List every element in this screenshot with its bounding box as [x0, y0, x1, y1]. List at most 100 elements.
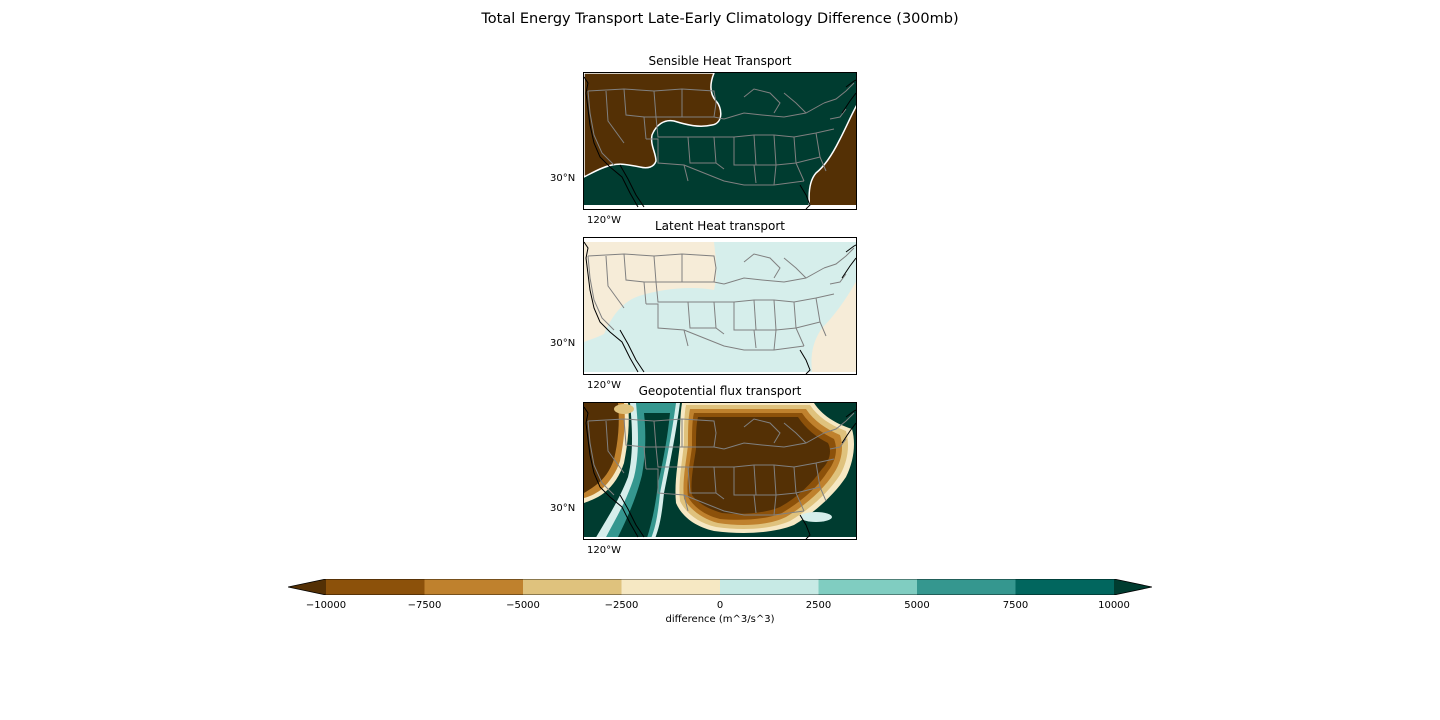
state-border-line: [587, 90, 615, 166]
state-borders: [584, 76, 856, 209]
coastline: [841, 422, 856, 444]
state-border-line: [713, 301, 717, 329]
coastline: [841, 92, 856, 114]
state-border-line: [823, 247, 855, 269]
state-border-line: [683, 329, 805, 351]
colorbar-tick-label: 10000: [1098, 600, 1130, 611]
state-border-line: [734, 156, 821, 166]
map-extent-gap: [584, 238, 856, 242]
colorbar-segment: [621, 579, 721, 595]
lat-tick-label: 30°N: [550, 338, 576, 349]
latent-heat-field: [584, 238, 856, 374]
state-border-line: [743, 88, 781, 114]
map-extent-gap: [584, 537, 856, 539]
panel-title-sensible-heat: Sensible Heat Transport: [648, 54, 792, 68]
coastline: [799, 184, 811, 209]
state-border-line: [723, 102, 825, 120]
coastline: [841, 257, 856, 279]
state-border-line: [723, 267, 825, 285]
state-border-line: [743, 418, 781, 444]
coastline: [799, 349, 811, 374]
state-border-line: [623, 253, 647, 305]
contour-patch-southeast: [800, 512, 832, 522]
state-borders: [584, 406, 856, 539]
state-border-line: [623, 88, 647, 140]
state-border-line: [687, 301, 725, 335]
state-border-line: [734, 486, 821, 496]
panel-title-geopotential-flux: Geopotential flux transport: [638, 384, 802, 398]
state-border-line: [713, 136, 717, 164]
map-panel-sensible-heat: [583, 72, 857, 210]
state-border-line: [723, 432, 825, 450]
state-border-line: [713, 466, 717, 494]
colorbar-tick-label: −5000: [506, 600, 540, 611]
state-border-line: [683, 494, 805, 516]
coastline: [619, 164, 645, 208]
coastline: [845, 79, 856, 88]
colorbar-label: difference (m^3/s^3): [665, 614, 775, 625]
state-border-line: [783, 92, 807, 114]
lon-tick-label: 120°W: [587, 215, 621, 226]
colorbar-segment: [917, 579, 1016, 595]
state-border-line: [605, 420, 625, 474]
state-border-line: [605, 255, 625, 309]
colorbar-tick-label: 7500: [1002, 600, 1029, 611]
contour-west-core: [584, 403, 619, 493]
state-border-line: [823, 412, 855, 434]
contour-patch-north: [614, 404, 634, 414]
contour-channel-core: [616, 413, 670, 539]
figure-title: Total Energy Transport Late-Early Climat…: [481, 11, 959, 27]
coastline: [845, 244, 856, 253]
map-extent-gap: [584, 205, 856, 209]
weak-negative-region-east: [811, 281, 856, 372]
state-border-line: [687, 136, 725, 170]
state-border-line: [682, 116, 725, 120]
colorbar-tick-label: −7500: [407, 600, 442, 611]
colorbar-tick-label: 0: [716, 600, 724, 611]
lon-tick-label: 120°W: [587, 380, 621, 391]
colorbar-segment: [523, 579, 622, 595]
coastline: [584, 406, 639, 538]
state-border-line: [823, 82, 855, 104]
colorbar-segment: [424, 579, 524, 595]
map-geopotential-flux: [583, 402, 857, 540]
state-border-line: [734, 321, 821, 331]
colorbar: [288, 579, 1152, 595]
lon-tick-label: 120°W: [587, 545, 621, 556]
state-border-line: [783, 257, 807, 279]
state-border-line: [829, 273, 847, 285]
panel-title-latent-heat: Latent Heat transport: [655, 219, 785, 233]
colorbar-tick-label: −2500: [604, 600, 639, 611]
map-sensible-heat: [583, 72, 857, 210]
coastline: [584, 241, 639, 373]
state-border-line: [743, 253, 781, 279]
state-border-line: [682, 281, 725, 285]
state-border-line: [687, 466, 725, 500]
weak-negative-region-west: [584, 242, 717, 342]
state-border-line: [753, 464, 757, 496]
state-border-line: [733, 293, 835, 303]
state-border-line: [753, 134, 757, 166]
colorbar-extend-min: [288, 579, 326, 595]
geopotential-flux-field: [584, 403, 856, 539]
colorbar-segment: [326, 579, 425, 595]
negative-region-east: [808, 105, 856, 209]
state-border-line: [829, 438, 847, 450]
state-border-line: [753, 299, 757, 331]
state-border-line: [646, 303, 689, 347]
lat-tick-label: 30°N: [550, 503, 576, 514]
sensible-heat-field: [584, 73, 856, 209]
state-borders: [584, 241, 856, 374]
coastline: [619, 494, 645, 538]
map-panel-latent-heat: [583, 237, 857, 375]
map-extent-gap: [584, 372, 856, 374]
map-panel-geopotential-flux: [583, 402, 857, 540]
state-border-line: [646, 138, 689, 182]
state-border-line: [783, 422, 807, 444]
colorbar-tick-label: 5000: [904, 600, 930, 611]
coastline: [584, 76, 639, 208]
colorbar-tick-label: 2500: [805, 600, 832, 611]
lat-tick-label: 30°N: [550, 173, 576, 184]
negative-region-west: [584, 73, 722, 178]
colorbar-segment: [818, 579, 918, 595]
